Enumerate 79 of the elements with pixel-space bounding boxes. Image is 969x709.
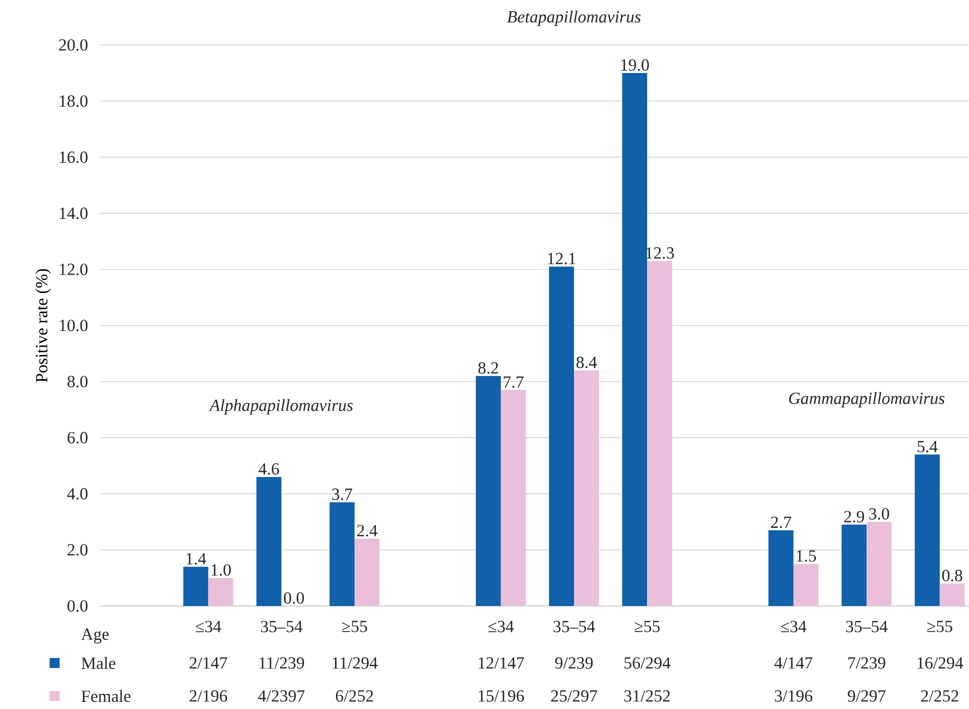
bar — [647, 260, 672, 606]
bar — [183, 566, 208, 606]
data-label: 12.1 — [548, 252, 576, 264]
text: Betapapillomavirus — [507, 10, 641, 26]
data-label: 2.4 — [357, 524, 378, 536]
y-tick-label: 8.0 — [68, 376, 88, 388]
data-label: 1.4 — [186, 553, 206, 565]
legend-label: Female — [81, 690, 130, 702]
x-tick-label: ≥55 — [927, 620, 952, 632]
bar — [768, 530, 794, 606]
text: 11/294 — [332, 657, 378, 669]
y-tick-label: 14.0 — [60, 208, 88, 220]
text: 31/252 — [624, 690, 670, 702]
data-label: 1.0 — [212, 564, 231, 576]
text: 3/196 — [774, 690, 812, 702]
y-tick-label: 4.0 — [67, 488, 88, 500]
y-tick-label: 10.0 — [60, 320, 88, 332]
text: 2/252 — [921, 690, 958, 702]
annotation: Gammapapillomavirus — [789, 392, 944, 408]
y-tick-label: 16.0 — [60, 151, 88, 163]
x-tick-label: 35–54 — [846, 620, 888, 632]
text: 9/239 — [555, 657, 593, 669]
text: 4/147 — [774, 657, 812, 669]
data-label: 19.0 — [621, 59, 649, 71]
x-tick-label: ≥55 — [634, 620, 660, 632]
text: 2/147 — [190, 657, 228, 669]
y-axis-title: Positive rate (%) — [35, 269, 51, 382]
y-tick-label: 20.0 — [59, 39, 88, 51]
x-tick-label: 35–54 — [554, 620, 595, 632]
bar — [256, 476, 282, 606]
bar — [476, 376, 501, 606]
data-label: 5.4 — [918, 440, 938, 452]
y-tick-label: 0.0 — [68, 600, 88, 612]
data-label: 4.6 — [258, 463, 280, 475]
text: 15/196 — [478, 690, 524, 702]
x-tick-label: ≥55 — [342, 620, 368, 632]
text: 4/2397 — [258, 690, 305, 702]
bar — [914, 454, 940, 606]
text: 7/239 — [848, 657, 886, 669]
data-label: 2.9 — [844, 510, 864, 522]
data-label: 8.2 — [478, 362, 498, 374]
data-label: 3.0 — [869, 508, 890, 520]
data-label: 0.8 — [942, 570, 962, 582]
y-tick-label: 2.0 — [68, 544, 88, 556]
legend-label: Male — [81, 657, 116, 669]
bar — [549, 266, 574, 606]
data-label: 0.0 — [284, 592, 304, 604]
data-label: 2.7 — [771, 516, 792, 528]
y-tick-label: 18.0 — [60, 95, 88, 107]
data-label: 3.7 — [332, 488, 352, 500]
data-label: 8.4 — [576, 356, 597, 368]
y-tick-label: 6.0 — [68, 432, 88, 444]
bar — [574, 370, 600, 606]
x-tick-label: 35–54 — [260, 620, 302, 632]
data-label: 7.7 — [504, 376, 524, 388]
x-tick-label: ≤34 — [196, 620, 222, 632]
x-axis-title: Age — [81, 628, 109, 644]
x-tick-label: ≤34 — [780, 620, 806, 632]
bar — [208, 578, 234, 606]
bar — [866, 522, 892, 606]
bar — [793, 564, 818, 606]
bar — [622, 73, 648, 606]
text: 16/294 — [918, 657, 964, 669]
text: 6/252 — [336, 690, 373, 702]
y-tick-label: 12.0 — [60, 264, 88, 276]
data-label: 1.5 — [796, 550, 816, 562]
bar — [940, 584, 965, 606]
bar — [330, 502, 355, 606]
bar — [842, 524, 867, 606]
text: 12/147 — [478, 657, 524, 669]
text: 2/196 — [190, 690, 228, 702]
text: 56/294 — [624, 657, 670, 669]
text: 25/297 — [551, 690, 598, 702]
bar — [500, 390, 526, 606]
x-tick-label: ≤34 — [488, 620, 514, 632]
annotation: Alphapapillomavirus — [208, 399, 353, 415]
bar — [354, 538, 380, 606]
text: 11/239 — [260, 657, 304, 669]
text: 9/297 — [848, 690, 886, 702]
